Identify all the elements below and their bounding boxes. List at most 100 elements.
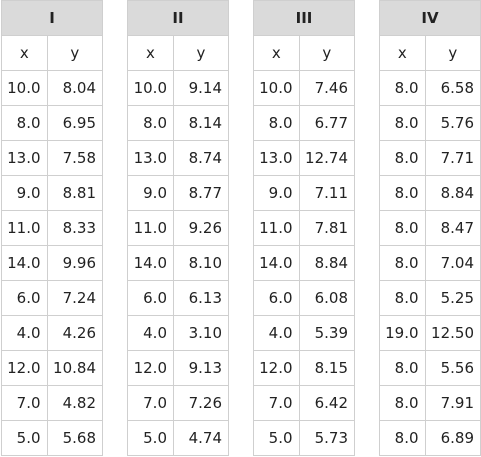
x-cell: 8.0 bbox=[379, 350, 426, 386]
y-cell: 7.81 bbox=[298, 210, 356, 246]
table-row: 8.0 5.25 bbox=[379, 280, 481, 316]
table-row: 13.0 7.58 bbox=[1, 140, 104, 176]
y-cell: 8.47 bbox=[424, 210, 481, 246]
x-cell: 9.0 bbox=[1, 175, 48, 211]
table-row: 9.0 7.11 bbox=[253, 175, 356, 211]
y-cell: 3.10 bbox=[173, 315, 229, 351]
y-cell: 4.74 bbox=[173, 420, 229, 456]
table-row: 8.0 8.84 bbox=[379, 175, 481, 211]
y-cell: 5.56 bbox=[424, 350, 481, 386]
y-cell: 12.74 bbox=[298, 140, 356, 176]
table-row: 8.0 7.91 bbox=[379, 385, 481, 421]
y-cell: 9.13 bbox=[173, 350, 229, 386]
table-row: 8.0 8.14 bbox=[127, 105, 229, 141]
dataset-table-ii: II x y 10.0 9.14 8.0 8.14 13.0 8.74 9.0 8.77… bbox=[127, 0, 229, 456]
table-row: 14.0 9.96 bbox=[1, 245, 104, 281]
y-cell: 7.71 bbox=[424, 140, 481, 176]
x-cell: 14.0 bbox=[1, 245, 48, 281]
column-header-x: x bbox=[379, 35, 426, 71]
table-row: 4.0 4.26 bbox=[1, 315, 104, 351]
dataset-table-iii: III x y 10.0 7.46 8.0 6.77 13.0 12.74 9.0 7.… bbox=[253, 0, 356, 456]
x-cell: 6.0 bbox=[253, 280, 300, 316]
y-cell: 8.15 bbox=[298, 350, 356, 386]
y-cell: 8.33 bbox=[46, 210, 104, 246]
column-header-y: y bbox=[173, 35, 229, 71]
x-cell: 8.0 bbox=[379, 105, 426, 141]
x-cell: 6.0 bbox=[1, 280, 48, 316]
y-cell: 9.96 bbox=[46, 245, 104, 281]
x-cell: 14.0 bbox=[127, 245, 174, 281]
table-row: 8.0 6.58 bbox=[379, 70, 481, 106]
x-cell: 8.0 bbox=[379, 280, 426, 316]
table-row: 5.0 5.73 bbox=[253, 420, 356, 456]
table-title: I bbox=[1, 0, 103, 36]
table-row: 14.0 8.84 bbox=[253, 245, 356, 281]
x-cell: 9.0 bbox=[127, 175, 174, 211]
y-cell: 8.10 bbox=[173, 245, 229, 281]
x-cell: 4.0 bbox=[253, 315, 300, 351]
dataset-table-i: I x y 10.0 8.04 8.0 6.95 13.0 7.58 9.0 8.81 … bbox=[1, 0, 104, 456]
x-cell: 12.0 bbox=[1, 350, 48, 386]
x-cell: 8.0 bbox=[1, 105, 48, 141]
x-cell: 5.0 bbox=[1, 420, 48, 456]
y-cell: 4.82 bbox=[46, 385, 104, 421]
x-cell: 11.0 bbox=[127, 210, 174, 246]
table-title: IV bbox=[379, 0, 481, 36]
x-cell: 6.0 bbox=[127, 280, 174, 316]
x-cell: 12.0 bbox=[127, 350, 174, 386]
x-cell: 8.0 bbox=[379, 245, 426, 281]
y-cell: 7.24 bbox=[46, 280, 104, 316]
y-cell: 7.11 bbox=[298, 175, 356, 211]
table-row: 14.0 8.10 bbox=[127, 245, 229, 281]
column-header-y: y bbox=[298, 35, 356, 71]
y-cell: 5.68 bbox=[46, 420, 104, 456]
table-row: 8.0 5.56 bbox=[379, 350, 481, 386]
x-cell: 10.0 bbox=[253, 70, 300, 106]
table-row: 7.0 7.26 bbox=[127, 385, 229, 421]
x-cell: 4.0 bbox=[127, 315, 174, 351]
x-cell: 7.0 bbox=[253, 385, 300, 421]
table-row: 5.0 4.74 bbox=[127, 420, 229, 456]
table-row: 8.0 7.71 bbox=[379, 140, 481, 176]
y-cell: 8.14 bbox=[173, 105, 229, 141]
x-cell: 9.0 bbox=[253, 175, 300, 211]
y-cell: 5.76 bbox=[424, 105, 481, 141]
y-cell: 6.95 bbox=[46, 105, 104, 141]
x-cell: 8.0 bbox=[379, 385, 426, 421]
table-row: 5.0 5.68 bbox=[1, 420, 104, 456]
x-cell: 8.0 bbox=[379, 420, 426, 456]
x-cell: 13.0 bbox=[127, 140, 174, 176]
table-row: 9.0 8.77 bbox=[127, 175, 229, 211]
x-cell: 11.0 bbox=[1, 210, 48, 246]
y-cell: 8.84 bbox=[424, 175, 481, 211]
table-row: 8.0 6.95 bbox=[1, 105, 104, 141]
table-row: 12.0 8.15 bbox=[253, 350, 356, 386]
x-cell: 10.0 bbox=[127, 70, 174, 106]
x-cell: 5.0 bbox=[127, 420, 174, 456]
y-cell: 6.89 bbox=[424, 420, 481, 456]
x-cell: 14.0 bbox=[253, 245, 300, 281]
y-cell: 9.14 bbox=[173, 70, 229, 106]
table-row: 11.0 9.26 bbox=[127, 210, 229, 246]
y-cell: 5.25 bbox=[424, 280, 481, 316]
table-row: 7.0 4.82 bbox=[1, 385, 104, 421]
x-cell: 8.0 bbox=[379, 175, 426, 211]
x-cell: 7.0 bbox=[1, 385, 48, 421]
y-cell: 5.73 bbox=[298, 420, 356, 456]
table-row: 6.0 6.13 bbox=[127, 280, 229, 316]
table-row: 8.0 6.77 bbox=[253, 105, 356, 141]
table-row: 10.0 7.46 bbox=[253, 70, 356, 106]
table-row: 10.0 9.14 bbox=[127, 70, 229, 106]
table-title: II bbox=[127, 0, 229, 36]
x-cell: 13.0 bbox=[1, 140, 48, 176]
y-cell: 8.77 bbox=[173, 175, 229, 211]
table-row: 8.0 5.76 bbox=[379, 105, 481, 141]
y-cell: 7.26 bbox=[173, 385, 229, 421]
table-title: III bbox=[253, 0, 355, 36]
x-cell: 7.0 bbox=[127, 385, 174, 421]
column-header-x: x bbox=[1, 35, 48, 71]
y-cell: 8.81 bbox=[46, 175, 104, 211]
table-row: 8.0 7.04 bbox=[379, 245, 481, 281]
table-row: 7.0 6.42 bbox=[253, 385, 356, 421]
x-cell: 4.0 bbox=[1, 315, 48, 351]
